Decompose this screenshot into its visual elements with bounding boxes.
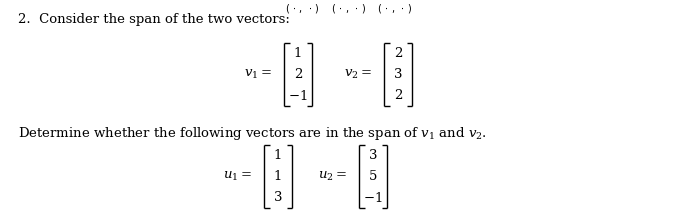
Text: 3: 3 xyxy=(369,149,377,162)
Text: 1: 1 xyxy=(274,170,282,183)
Text: 2: 2 xyxy=(394,47,402,60)
Text: Determine whether the following vectors are in the span of $v_1$ and $v_2$.: Determine whether the following vectors … xyxy=(18,125,487,142)
Text: $u_1 =$: $u_1 =$ xyxy=(223,170,252,183)
Text: 3: 3 xyxy=(274,191,282,204)
Text: 5: 5 xyxy=(369,170,377,183)
Text: $u_2 =$: $u_2 =$ xyxy=(318,170,347,183)
Text: 2.  Consider the span of the two vectors:: 2. Consider the span of the two vectors: xyxy=(18,13,290,26)
Text: 2: 2 xyxy=(294,68,302,81)
Text: $-1$: $-1$ xyxy=(363,191,383,205)
Text: 1: 1 xyxy=(274,149,282,162)
Text: $v_1 =$: $v_1 =$ xyxy=(244,68,272,81)
Text: $(\,\cdot\,,\;\cdot\,)$    $(\,\cdot\,,\;\cdot\,)$    $(\,\cdot\,,\;\cdot\,)$: $(\,\cdot\,,\;\cdot\,)$ $(\,\cdot\,,\;\c… xyxy=(285,2,413,15)
Text: 3: 3 xyxy=(394,68,402,81)
Text: $v_2 =$: $v_2 =$ xyxy=(344,68,372,81)
Text: 2: 2 xyxy=(394,89,402,102)
Text: $-1$: $-1$ xyxy=(288,88,308,102)
Text: 1: 1 xyxy=(294,47,302,60)
